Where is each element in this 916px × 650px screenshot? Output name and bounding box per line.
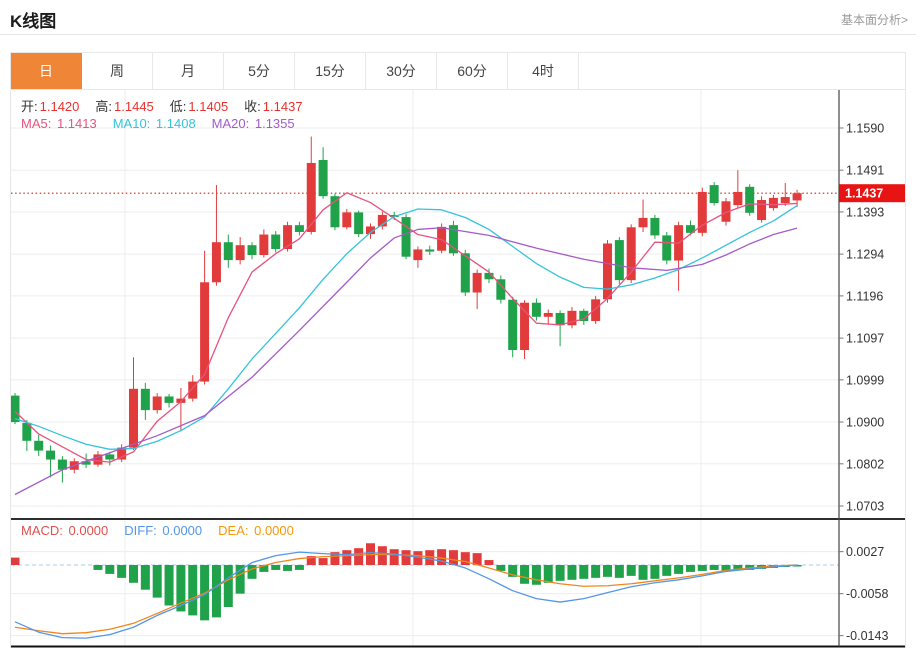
tab-15分[interactable]: 15分 [295,53,366,89]
fundamental-analysis-link[interactable]: 基本面分析> [840,13,908,27]
tab-60分[interactable]: 60分 [437,53,508,89]
svg-text:1.1097: 1.1097 [846,332,884,346]
info-item: DIFF: 0.0000 [124,523,203,538]
period-tabs: 日周月 5分 15分 30分 60分 4时 [11,52,905,90]
tab-4时[interactable]: 4时 [508,53,579,89]
svg-text:1.1294: 1.1294 [846,248,884,262]
tab-5分[interactable]: 5分 [224,53,295,89]
tab-月[interactable]: 月 [153,53,224,89]
svg-text:1.0802: 1.0802 [846,457,884,471]
ohlc-info: 开: 1.1420 高: 1.1445 低: 1.1405 收: 1.1437 [21,96,319,115]
info-item: 开: 1.1420 [21,99,80,114]
svg-text:1.1491: 1.1491 [846,164,884,178]
info-item: MA10: 1.1408 [112,116,196,131]
tab-30分[interactable]: 30分 [366,53,437,89]
info-item: DEA: 0.0000 [218,523,294,538]
chart-area: 1.1590 1.1491 1.1393 1.1294 1.1196 1.1097 1.09… [11,90,905,648]
svg-text:1.1393: 1.1393 [846,205,884,219]
page-title: K线图 [10,12,57,31]
page-header: K线图 基本面分析> [0,0,916,35]
info-item: 高: 1.1445 [95,99,154,114]
info-item: MA5: 1.1413 [21,116,97,131]
info-item: MA20: 1.1355 [211,116,295,131]
tab-周[interactable]: 周 [82,53,153,89]
ma-info: MA5: 1.1413 MA10: 1.1408 MA20: 1.1355 [21,116,311,131]
svg-text:1.0703: 1.0703 [846,500,884,514]
svg-text:-0.0143: -0.0143 [846,629,888,643]
macd-info: MACD: 0.0000 DIFF: 0.0000 DEA: 0.0000 [21,523,310,538]
svg-text:1.0900: 1.0900 [846,416,884,430]
info-item: 收: 1.1437 [244,99,303,114]
kline-chart[interactable]: 1.1590 1.1491 1.1393 1.1294 1.1196 1.1097 1.09… [11,90,905,648]
tab-日[interactable]: 日 [11,53,82,89]
info-item: MACD: 0.0000 [21,523,109,538]
info-item: 低: 1.1405 [169,99,229,114]
svg-text:-0.0058: -0.0058 [846,587,888,601]
svg-text:1.1437: 1.1437 [845,187,883,201]
kline-widget: 日周月 5分 15分 30分 60分 4时 1.1590 1.1491 1.1393 1.129… [10,52,906,648]
svg-text:0.0027: 0.0027 [846,545,884,559]
svg-text:1.1590: 1.1590 [846,122,884,136]
svg-text:1.1196: 1.1196 [846,289,883,303]
svg-text:1.0999: 1.0999 [846,373,884,387]
